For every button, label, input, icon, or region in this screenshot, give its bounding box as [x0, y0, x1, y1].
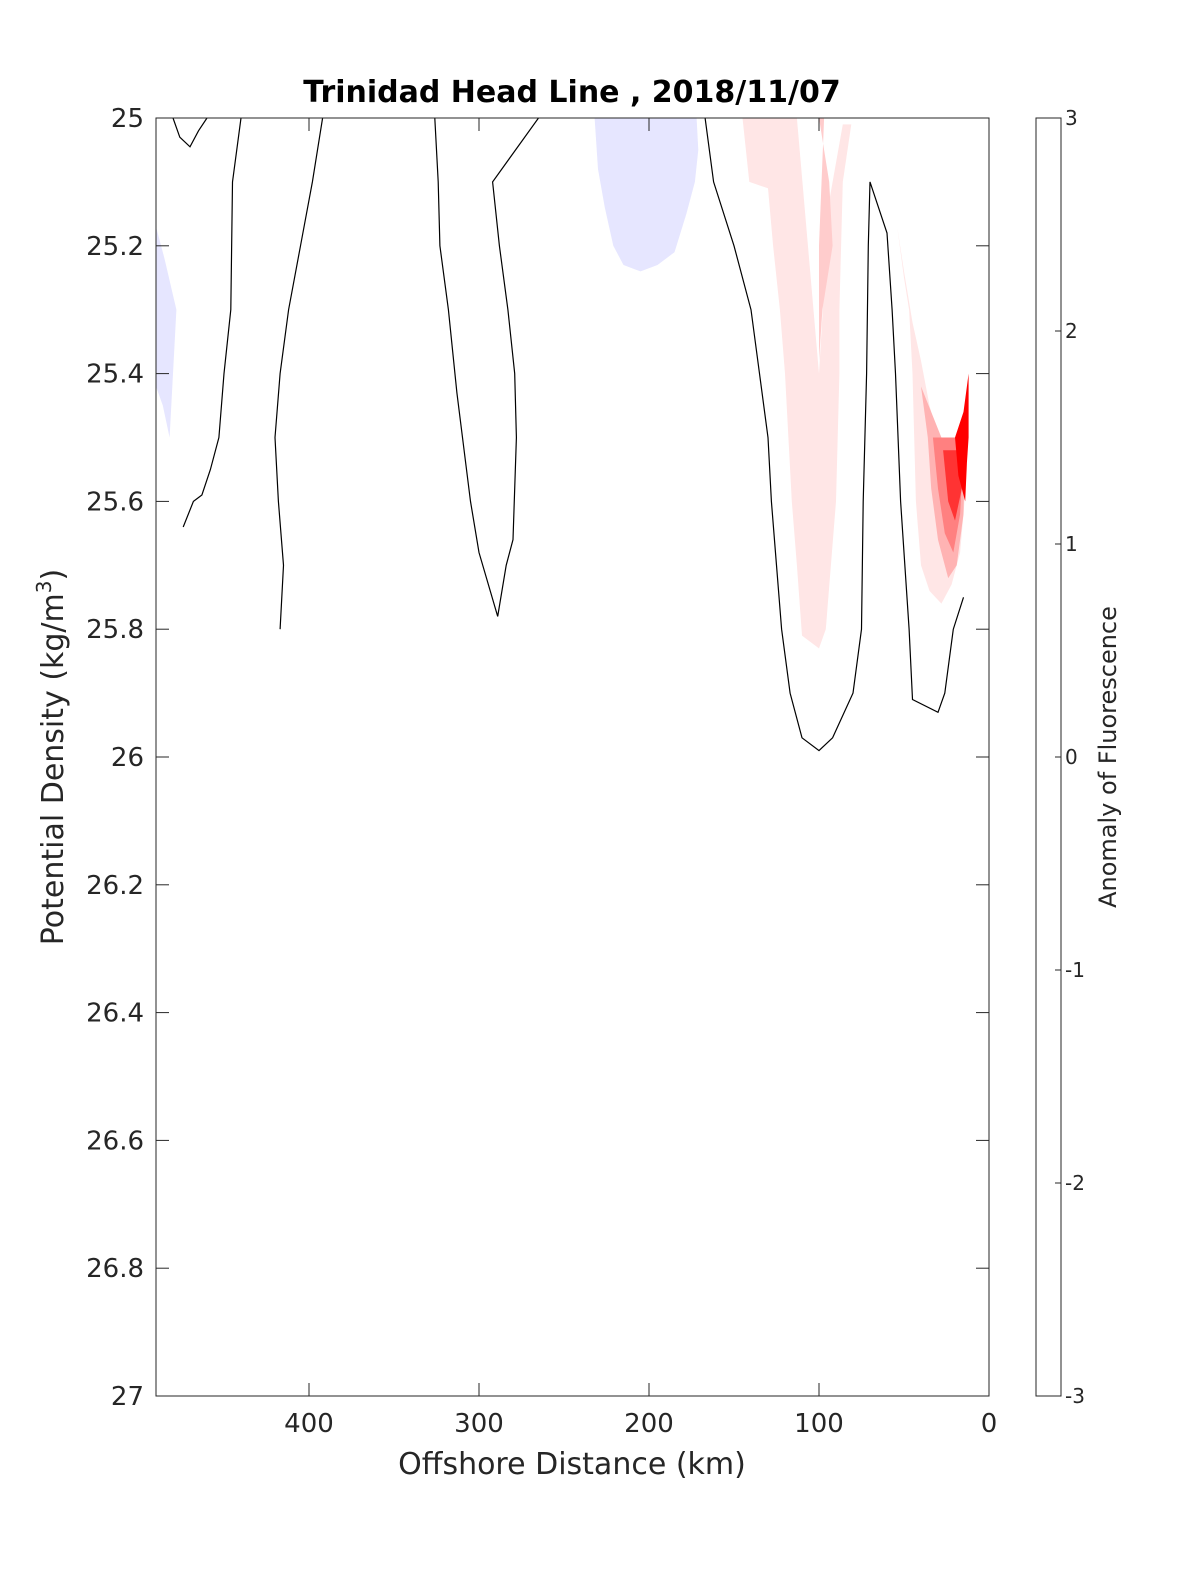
colorbar: -3 -2 -1 0 1 2 3 [1035, 106, 1085, 1408]
y-tick-label: 25.2 [86, 232, 144, 262]
filled-region-3 [819, 118, 833, 361]
filled-contour-regions [156, 118, 969, 649]
colorbar-tick-label: 3 [1065, 106, 1078, 130]
y-tick-label: 27 [111, 1382, 144, 1412]
colorbar-tick-label: -3 [1065, 1384, 1085, 1408]
y-axis-label-sup: 3 [32, 580, 56, 593]
y-tick-label: 25 [111, 104, 144, 134]
x-tick-label: 100 [794, 1409, 844, 1439]
y-axis-label-close: ) [36, 569, 71, 581]
colorbar-tick-label: 0 [1065, 745, 1078, 769]
filled-region-1 [594, 118, 699, 272]
colorbar-ticks: -3 -2 -1 0 1 2 3 [1055, 106, 1085, 1408]
x-tick-label: 200 [624, 1409, 674, 1439]
y-axis-label-main: Potential Density (kg/m [36, 593, 71, 945]
y-tick-label: 26 [111, 743, 144, 773]
filled-region-8 [955, 373, 969, 502]
x-axis-label: Offshore Distance (km) [398, 1447, 746, 1482]
plot-area: 400 300 200 100 0 25 25.2 25.4 25.6 25.8 26 26.2 26… [86, 104, 997, 1439]
filled-region-0 [156, 226, 177, 438]
x-tick-label: 400 [284, 1409, 334, 1439]
colorbar-tick-label: -1 [1065, 958, 1085, 982]
y-tick-label: 26.6 [86, 1126, 144, 1156]
x-tick-label: 300 [454, 1409, 504, 1439]
y-tick-label: 25.6 [86, 487, 144, 517]
y-tick-label: 25.8 [86, 615, 144, 645]
filled-region-2 [742, 118, 852, 649]
x-tick-label: 0 [981, 1409, 998, 1439]
zero-contour-4 [704, 117, 965, 752]
zero-contour-3 [434, 117, 539, 617]
y-tick-label: 25.4 [86, 360, 144, 390]
chart-title: Trinidad Head Line , 2018/11/07 [303, 75, 840, 110]
y-tick-label: 26.4 [86, 999, 144, 1029]
y-axis-ticks: 25 25.2 25.4 25.6 25.8 26 26.2 26.4 26.6 26.8 27 [86, 104, 989, 1412]
colorbar-tick-label: 2 [1065, 319, 1078, 343]
colorbar-tick-label: 1 [1065, 532, 1078, 556]
y-tick-label: 26.8 [86, 1254, 144, 1284]
zero-contour-2 [274, 117, 324, 630]
zero-contour-0 [172, 117, 208, 148]
colorbar-tick-label: -2 [1065, 1171, 1085, 1195]
colorbar-label: Anomaly of Fluorescence [1094, 606, 1122, 908]
y-tick-label: 26.2 [86, 871, 144, 901]
y-axis-label: Potential Density (kg/m3) [32, 569, 71, 945]
zero-contour-lines [172, 117, 965, 752]
zero-contour-1 [182, 117, 242, 528]
x-axis-ticks: 400 300 200 100 0 [284, 118, 997, 1439]
